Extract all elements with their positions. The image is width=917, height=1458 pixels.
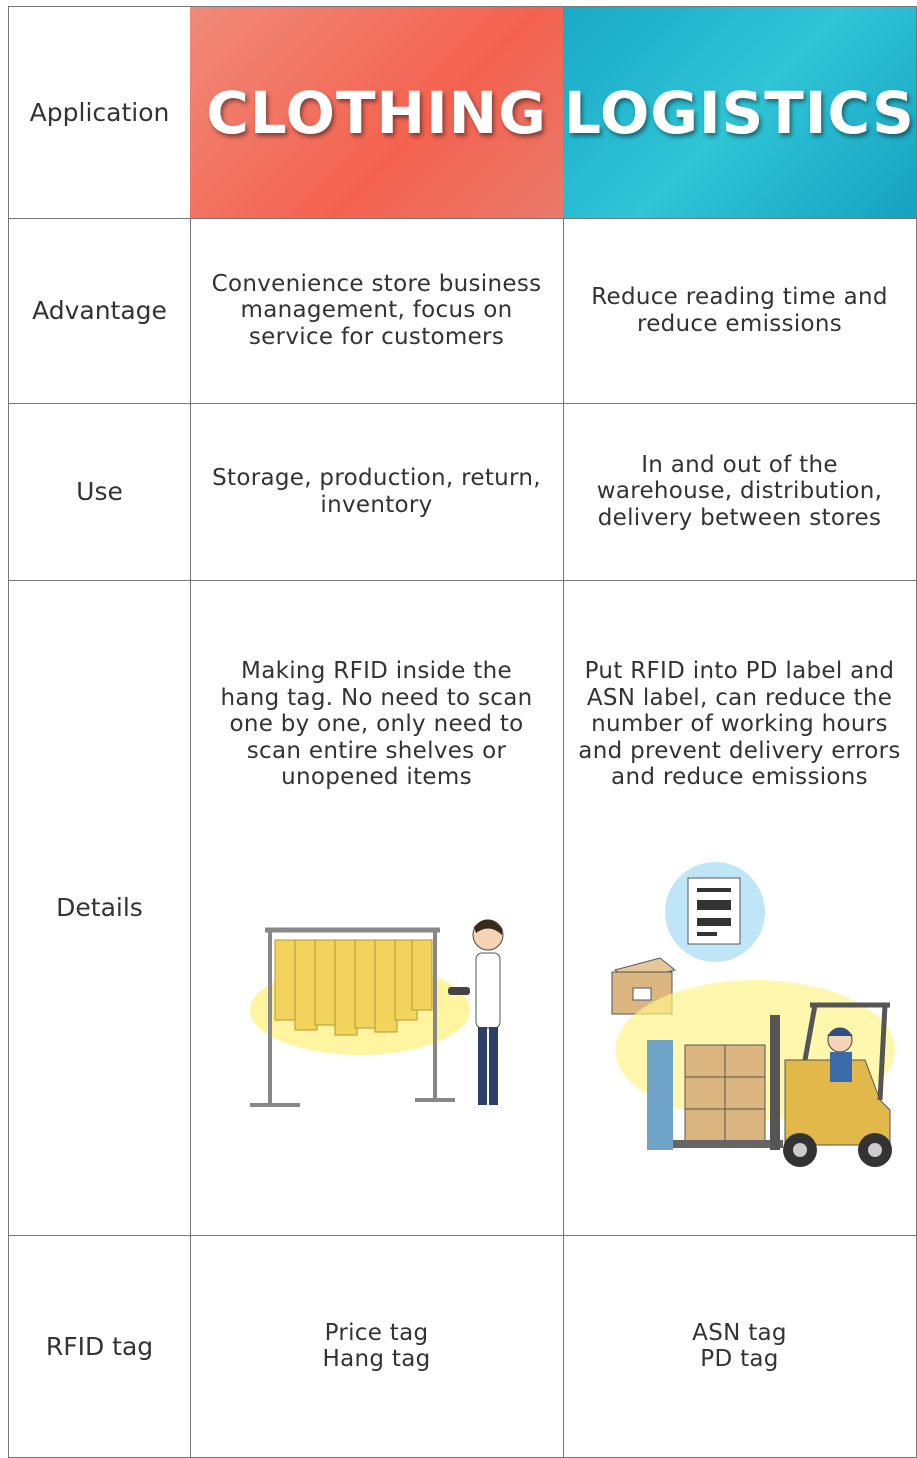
cell-line: and prevent delivery errors bbox=[578, 737, 901, 764]
row-label: Use bbox=[8, 403, 191, 581]
table-cell: Price tag Hang tag bbox=[190, 1235, 564, 1458]
cell-line: LOGISTICS bbox=[564, 78, 915, 147]
cell-line: PD tag bbox=[700, 1346, 779, 1372]
row-label: Details bbox=[8, 580, 191, 1236]
table-cell: Storage, production, return, inventory bbox=[190, 403, 564, 581]
cell-line: Price tag bbox=[324, 1319, 429, 1346]
cell-line: scan entire shelves or bbox=[246, 737, 507, 764]
cell-line: inventory bbox=[320, 491, 433, 518]
table-cell: Convenience store business management, fo… bbox=[190, 218, 564, 404]
table-cell: Making RFID inside the hang tag. No need … bbox=[190, 580, 564, 1236]
table-cell: Put RFID into PD label and ASN label, can… bbox=[563, 580, 917, 1236]
table-cell: In and out of the warehouse, distribution… bbox=[563, 403, 917, 581]
cell-line: reduce emissions bbox=[636, 310, 843, 337]
cell-line: Making RFID inside the bbox=[241, 658, 512, 684]
table-cell: Reduce reading time and reduce emissions bbox=[563, 218, 917, 404]
cell-line: In and out of the bbox=[641, 451, 838, 478]
header-cell: CLOTHING bbox=[190, 6, 564, 219]
logistics-illustration bbox=[611, 862, 895, 1167]
cell-line: Convenience store business bbox=[211, 270, 542, 297]
cell-line: hang tag. No need to scan bbox=[220, 684, 533, 711]
cell-line: warehouse, distribution, bbox=[596, 478, 883, 505]
row-label: RFID tag bbox=[8, 1235, 191, 1458]
cell-line: delivery between stores bbox=[597, 504, 882, 531]
cell-line: management, focus on bbox=[240, 297, 513, 324]
cell-line: number of working hours bbox=[591, 711, 888, 737]
cell-line: one by one, only need to bbox=[229, 711, 524, 737]
cell-line: Reduce reading time and bbox=[591, 284, 888, 310]
cell-line: service for customers bbox=[248, 323, 505, 350]
header-cell: LOGISTICS bbox=[563, 6, 917, 219]
table-cell: ASN tag PD tag bbox=[563, 1235, 917, 1458]
cell-line: ASN label, can reduce the bbox=[586, 684, 893, 711]
cell-line: unopened items bbox=[281, 764, 472, 790]
row-label: Application bbox=[8, 6, 191, 219]
row-label: Advantage bbox=[8, 218, 191, 404]
cell-line: Storage, production, return, bbox=[212, 465, 541, 491]
cell-line: and reduce emissions bbox=[611, 764, 868, 790]
cell-line: CLOTHING bbox=[206, 78, 547, 147]
clothing-illustration bbox=[250, 919, 504, 1107]
cell-line: Hang tag bbox=[322, 1346, 431, 1372]
cell-line: ASN tag bbox=[692, 1319, 787, 1346]
cell-line: Put RFID into PD label and bbox=[584, 658, 895, 684]
